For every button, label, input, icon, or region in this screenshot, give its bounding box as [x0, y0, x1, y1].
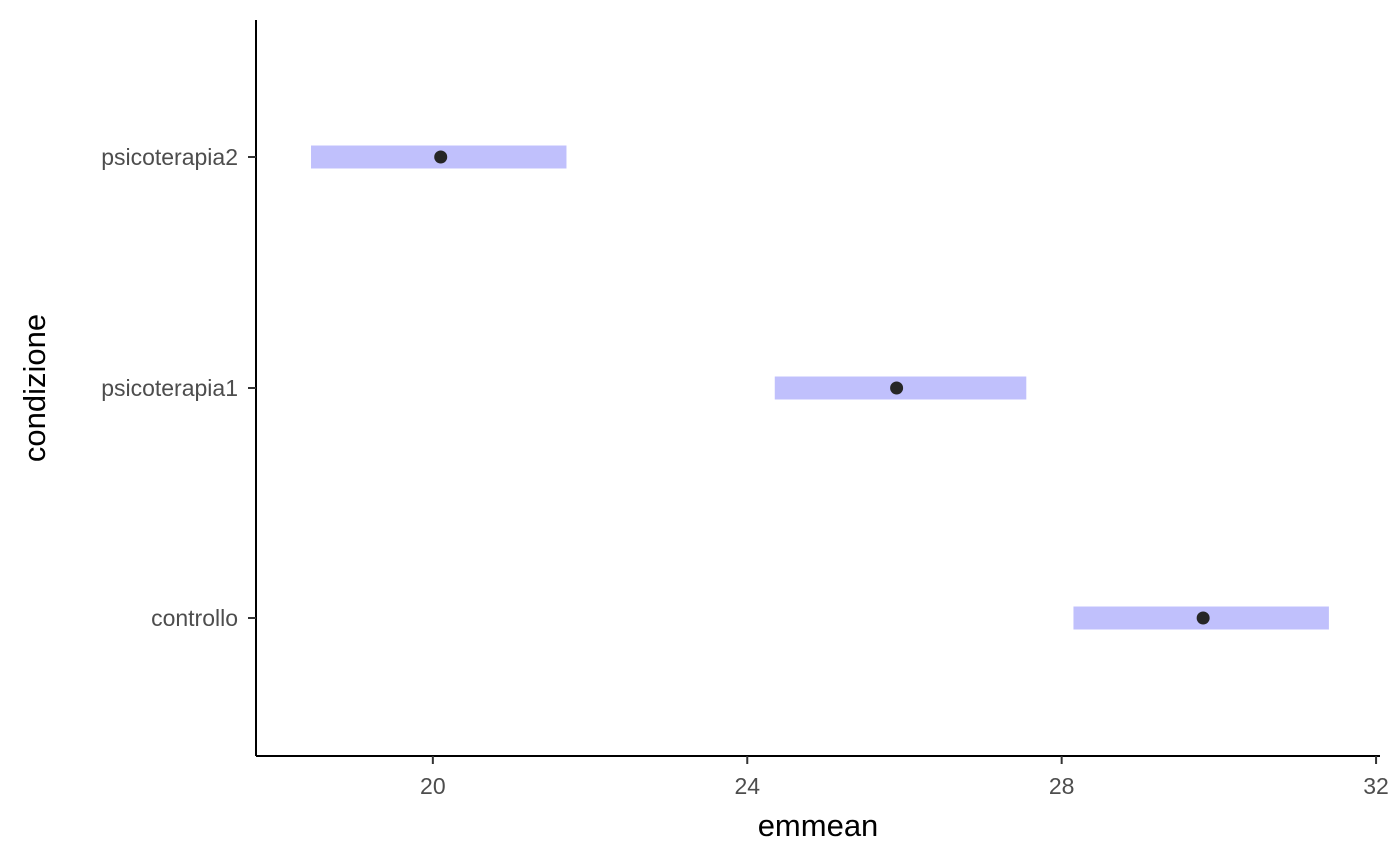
- y-tick-label-psicoterapia1: psicoterapia1: [101, 375, 238, 401]
- emmean-point-psicoterapia2: [434, 150, 448, 164]
- marks-layer: [311, 145, 1329, 630]
- emmean-point-psicoterapia1: [890, 381, 904, 395]
- x-tick-label-28: 28: [1049, 773, 1075, 799]
- y-tick-label-psicoterapia2: psicoterapia2: [101, 144, 238, 170]
- y-axis-title: condizione: [17, 314, 52, 462]
- ticks-layer: controllo psicoterapia1 psicoterapia2 20 24 2…: [101, 144, 1389, 799]
- y-tick-label-controllo: controllo: [151, 605, 238, 631]
- emmean-point-controllo: [1196, 611, 1210, 625]
- x-axis-title: emmean: [758, 808, 879, 843]
- x-tick-label-24: 24: [734, 773, 760, 799]
- x-tick-label-32: 32: [1363, 773, 1389, 799]
- x-tick-label-20: 20: [420, 773, 446, 799]
